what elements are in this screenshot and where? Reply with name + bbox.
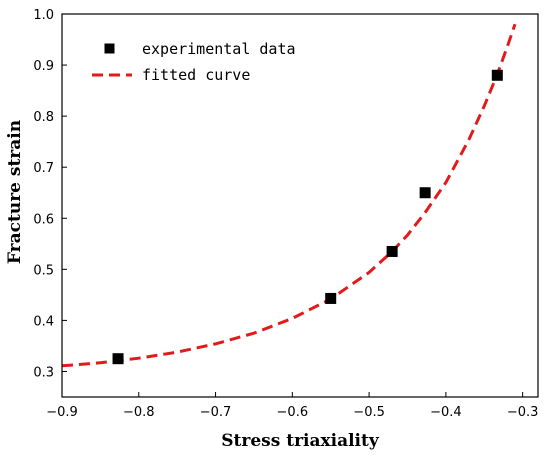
- x-tick-label: −0.5: [353, 405, 385, 420]
- points-layer: [112, 69, 503, 365]
- x-tick-label: −0.7: [200, 405, 232, 420]
- y-tick-label: 0.5: [33, 263, 54, 278]
- y-tick-label: 0.4: [33, 314, 54, 329]
- legend: experimental data fitted curve: [92, 40, 296, 84]
- y-tick-label: 0.6: [33, 212, 54, 227]
- experimental-data-point: [419, 187, 431, 199]
- x-tick-label: −0.8: [123, 405, 155, 420]
- y-axis-title: Fracture strain: [5, 120, 25, 264]
- y-tick-label: 0.7: [33, 161, 54, 176]
- experimental-data-point: [325, 292, 337, 304]
- x-tick-label: −0.6: [277, 405, 309, 420]
- y-tick-label: 0.3: [33, 365, 54, 380]
- x-tick-label: −0.3: [507, 405, 539, 420]
- experimental-data-point: [112, 353, 124, 365]
- x-tick-label: −0.9: [46, 405, 78, 420]
- fitted-curve-line: [61, 23, 517, 368]
- x-tick-label: −0.4: [430, 405, 462, 420]
- legend-marker-experimental-data: [104, 43, 115, 54]
- y-tick-label: 1.0: [33, 8, 54, 23]
- curve-layer: [61, 23, 517, 368]
- y-tick-label: 0.9: [33, 59, 54, 74]
- experimental-data-point: [491, 69, 503, 81]
- plot-frame: [61, 13, 539, 398]
- legend-label-experimental-data: experimental data: [142, 40, 296, 58]
- legend-label-fitted-curve: fitted curve: [142, 66, 250, 84]
- y-tick-label: 0.8: [33, 110, 54, 125]
- experimental-data-point: [386, 245, 398, 257]
- x-axis-title: Stress triaxiality: [221, 431, 380, 451]
- ticks-layer: −0.9 −0.8 −0.7 −0.6 −0.5 −0.4 −0.3 0.3 0.4 0.5 0.6…: [33, 8, 538, 420]
